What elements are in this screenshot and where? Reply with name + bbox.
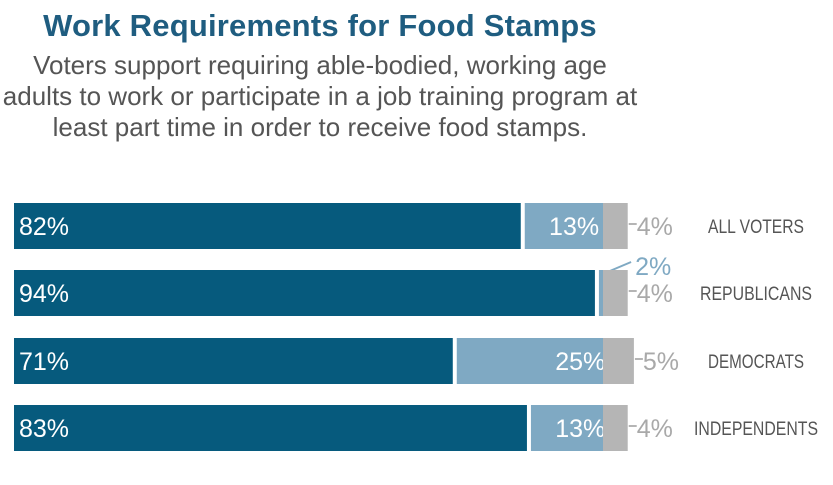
label-unsure-republicans: 4%	[637, 280, 673, 308]
bar-support-republicans	[14, 270, 595, 316]
label-oppose-all-voters: 13%	[549, 213, 599, 241]
bar-oppose-democrats	[456, 338, 612, 384]
label-unsure-all-voters: 4%	[637, 213, 673, 241]
bar-support-independents	[14, 405, 527, 451]
bar-support-democrats	[14, 338, 453, 384]
bar-support-all-voters	[14, 203, 521, 249]
label-support-republicans: 94%	[19, 280, 69, 308]
label-support-democrats: 71%	[19, 348, 69, 376]
bar-oppose-independents	[530, 405, 612, 451]
category-label-republicans: REPUBLICANS	[700, 284, 812, 305]
label-unsure-democrats: 5%	[643, 348, 679, 376]
label-support-all-voters: 82%	[19, 213, 69, 241]
bar-oppose-all-voters	[524, 203, 606, 249]
bar-unsure-democrats	[603, 338, 634, 384]
label-unsure-independents: 4%	[637, 415, 673, 443]
category-label-democrats: DEMOCRATS	[708, 352, 804, 373]
label-oppose-independents: 13%	[555, 415, 605, 443]
bar-unsure-all-voters	[603, 203, 628, 249]
bar-unsure-independents	[603, 405, 628, 451]
bar-unsure-republicans	[603, 270, 628, 316]
chart-title: Work Requirements for Food Stamps	[43, 8, 597, 43]
label-support-independents: 83%	[19, 415, 69, 443]
category-label-all-voters: ALL VOTERS	[708, 217, 804, 238]
category-label-independents: INDEPENDENTS	[694, 419, 818, 440]
label-oppose-republicans: 2%	[635, 253, 671, 281]
chart-subtitle: Voters support requiring able-bodied, wo…	[2, 50, 638, 142]
label-oppose-democrats: 25%	[555, 348, 605, 376]
